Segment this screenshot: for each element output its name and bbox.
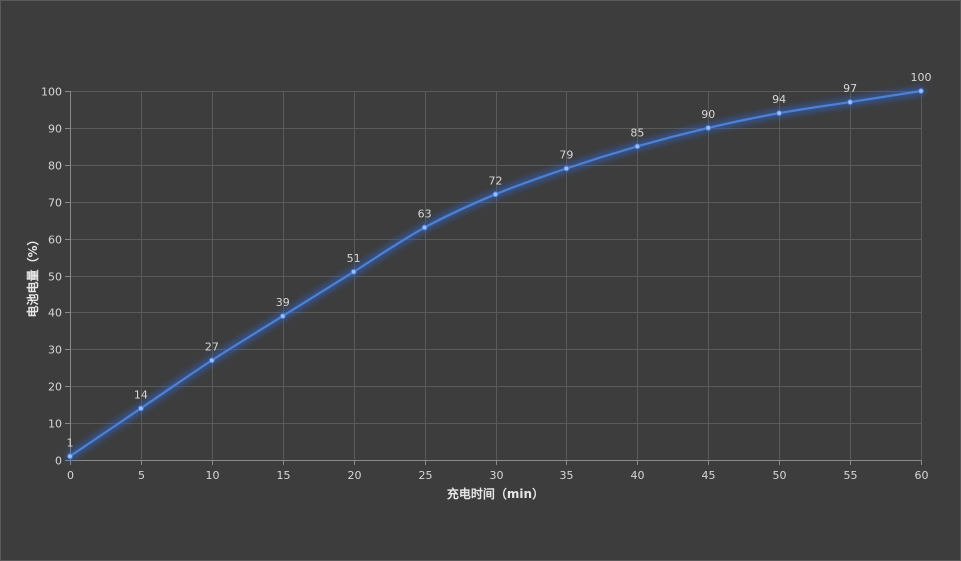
- y-tick-label: 70: [48, 197, 62, 210]
- series-line-glow: [65, 86, 926, 461]
- data-point: [138, 405, 144, 412]
- data-label: 97: [843, 82, 857, 95]
- data-label: 39: [276, 296, 290, 309]
- data-point: [67, 453, 73, 460]
- data-label: 14: [134, 388, 148, 401]
- data-point: [634, 143, 641, 150]
- x-tick-label: 50: [773, 469, 787, 482]
- data-label: 1: [67, 436, 74, 449]
- x-axis-title: 充电时间（min）: [447, 486, 544, 501]
- y-tick-label: 90: [48, 123, 62, 136]
- x-tick-label: 35: [560, 469, 574, 482]
- x-tick-label: 10: [206, 469, 220, 482]
- axes: 0 10 20 30 40 50 60 70 80 90 100 0 5 10 15 20 25 30 35 40 45…: [41, 86, 929, 483]
- data-label: 85: [630, 126, 644, 139]
- x-tick-label: 15: [277, 469, 291, 482]
- data-point: [492, 191, 499, 198]
- data-point: [350, 268, 357, 275]
- y-tick-label: 0: [55, 455, 62, 468]
- y-tick-label: 60: [48, 234, 62, 247]
- x-tick-label: 45: [702, 469, 716, 482]
- x-tick-label: 30: [490, 469, 504, 482]
- data-point: [563, 165, 570, 172]
- data-label: 100: [911, 71, 932, 84]
- data-label: 90: [701, 108, 715, 121]
- data-point: [847, 99, 853, 105]
- data-point: [279, 313, 286, 319]
- data-label: 72: [489, 174, 503, 187]
- data-point: [705, 125, 712, 131]
- series: [65, 86, 926, 461]
- data-label: 51: [347, 252, 361, 265]
- data-labels: 1 14 27 39 51 63 72 79 85 90 94 97 100: [67, 71, 932, 449]
- x-tick-label: 40: [631, 469, 645, 482]
- x-tick-label: 20: [348, 469, 362, 482]
- y-tick-label: 10: [48, 418, 62, 431]
- y-tick-label: 30: [48, 344, 62, 357]
- x-tick-label: 60: [915, 469, 929, 482]
- grid: [70, 91, 922, 460]
- data-label: 63: [418, 208, 432, 221]
- x-tick-label: 25: [419, 469, 433, 482]
- y-tick-label: 80: [48, 160, 62, 173]
- data-point: [918, 88, 924, 94]
- y-tick-label: 50: [48, 271, 62, 284]
- x-tick-label: 5: [138, 469, 145, 482]
- data-point: [421, 224, 428, 231]
- x-tick-label: 0: [67, 469, 74, 482]
- y-tick-label: 20: [48, 381, 62, 394]
- y-tick-label: 40: [48, 307, 62, 320]
- data-point: [776, 110, 783, 117]
- data-label: 27: [205, 340, 219, 353]
- data-point: [208, 357, 215, 364]
- series-line: [68, 89, 923, 458]
- y-tick-label: 100: [41, 86, 62, 99]
- data-label: 94: [772, 93, 786, 106]
- x-tick-label: 55: [844, 469, 858, 482]
- data-label: 79: [559, 148, 573, 161]
- y-axis-title: 电池电量（%）: [25, 233, 40, 317]
